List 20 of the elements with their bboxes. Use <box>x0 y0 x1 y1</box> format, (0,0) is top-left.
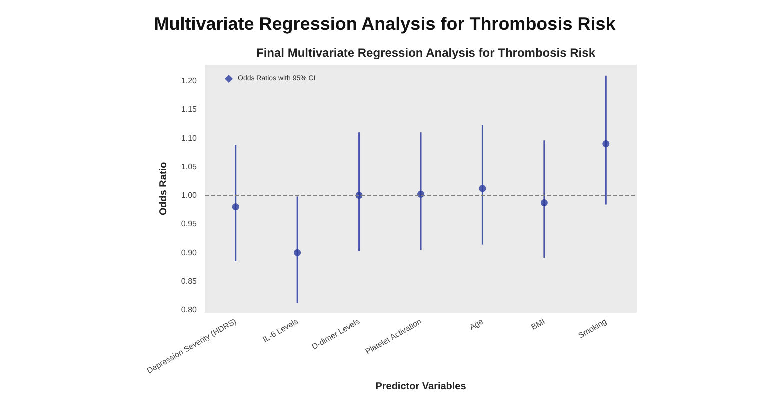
x-axis-title: Predictor Variables <box>376 381 467 392</box>
y-tick-label: 1.15 <box>181 105 198 114</box>
x-tick-label: Age <box>468 316 486 332</box>
y-tick-label: 1.00 <box>181 191 198 200</box>
y-tick-label: 1.05 <box>181 162 198 172</box>
y-tick-label: 0.95 <box>181 220 198 229</box>
y-tick-label: 1.10 <box>181 134 198 143</box>
y-tick-label: 1.20 <box>181 76 198 86</box>
point <box>294 249 302 256</box>
point <box>232 204 240 211</box>
point <box>602 140 610 148</box>
y-axis-title: Odds Ratio <box>158 162 170 216</box>
y-tick-label: 0.90 <box>181 248 198 258</box>
y-tick-label: 0.85 <box>181 277 198 286</box>
point <box>540 200 548 207</box>
chart-title: Multivariate Regression Analysis for Thrombosis Risk <box>154 14 617 34</box>
point <box>479 185 486 192</box>
chart-subtitle: Final Multivariate Regression Analysis for Thrombosis Risk <box>256 46 596 60</box>
y-tick-label: 0.80 <box>181 306 198 315</box>
x-tick-label: BMI <box>530 317 547 332</box>
